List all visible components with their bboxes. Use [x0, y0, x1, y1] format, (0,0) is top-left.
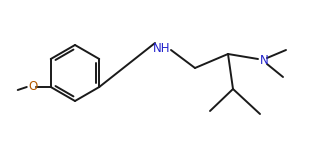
Text: O: O: [28, 80, 38, 93]
Text: NH: NH: [153, 42, 171, 55]
Text: N: N: [259, 55, 268, 67]
